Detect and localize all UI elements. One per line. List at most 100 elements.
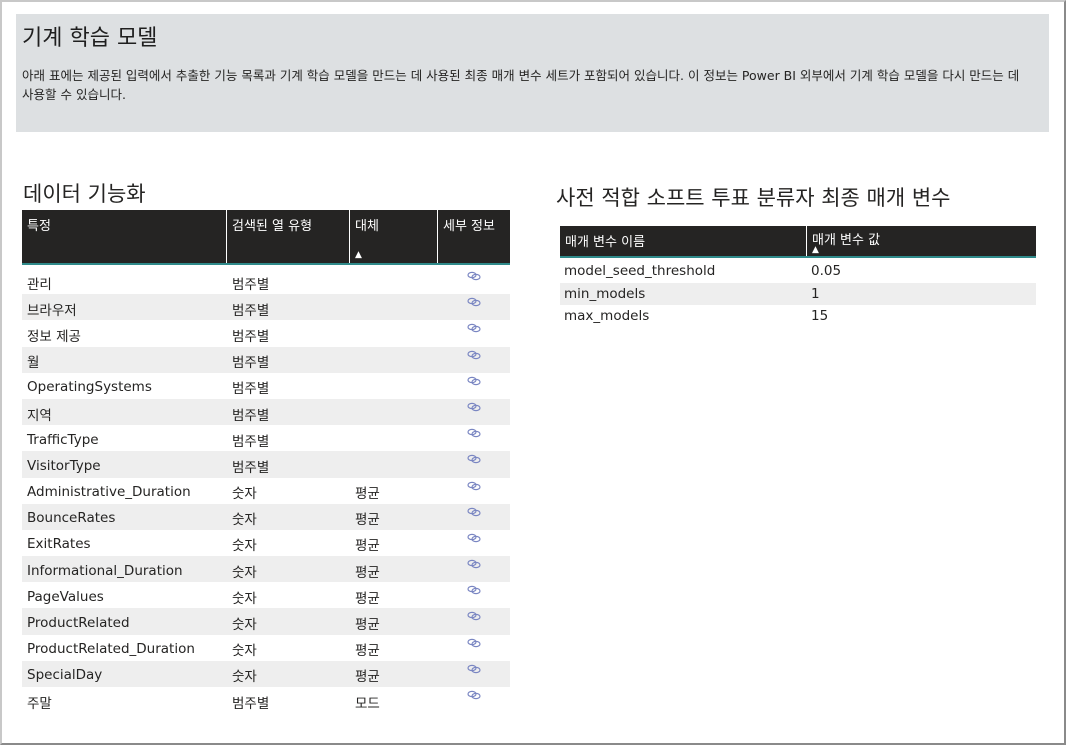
details-cell[interactable] — [438, 373, 510, 399]
link-icon[interactable] — [467, 611, 481, 621]
column-header-impute[interactable]: 대체 ▲ — [350, 210, 438, 263]
impute-cell: 평균 — [355, 486, 380, 503]
table-row: BounceRates 숫자 평균 — [22, 503, 510, 530]
page-title: 기계 학습 모델 — [22, 26, 158, 51]
impute-cell — [350, 451, 438, 477]
param-name-cell: model_seed_threshold — [564, 263, 716, 280]
details-cell[interactable] — [438, 425, 510, 451]
feature-name-cell: ExitRates — [27, 536, 91, 553]
featurization-table: 특정 검색된 열 유형 대체 ▲ 세부 정보 관리 범주별 브라우저 범주별 정보 제공 범… — [22, 210, 510, 713]
details-cell[interactable] — [438, 320, 510, 346]
details-cell[interactable] — [438, 268, 510, 294]
feature-name-cell: 관리 — [27, 276, 52, 293]
page-description: 아래 표에는 제공된 입력에서 추출한 기능 목록과 기계 학습 모델을 만드는… — [22, 68, 1020, 102]
link-icon[interactable] — [467, 481, 481, 491]
link-icon[interactable] — [467, 585, 481, 595]
table-row: 월 범주별 — [22, 346, 510, 373]
sort-ascending-icon: ▲ — [812, 245, 819, 255]
impute-cell — [350, 373, 438, 399]
details-cell[interactable] — [438, 504, 510, 530]
table-row: 지역 범주별 — [22, 398, 510, 426]
impute-cell: 모드 — [355, 695, 380, 712]
table-row: 관리 범주별 — [22, 268, 510, 294]
detected-type-cell: 범주별 — [232, 433, 270, 450]
details-cell[interactable] — [438, 347, 510, 373]
details-cell[interactable] — [438, 661, 510, 687]
detected-type-cell: 범주별 — [232, 302, 270, 319]
impute-cell: 평균 — [355, 590, 380, 607]
param-value-cell: 15 — [811, 308, 829, 325]
details-cell[interactable] — [438, 608, 510, 634]
featurization-table-body: 관리 범주별 브라우저 범주별 정보 제공 범주별 월 범주별 OperatingSystems… — [22, 268, 510, 713]
feature-name-cell: TrafficType — [27, 431, 99, 448]
column-header-feature[interactable]: 특정 — [22, 210, 227, 263]
table-row: ProductRelated 숫자 평균 — [22, 608, 510, 635]
link-icon[interactable] — [467, 559, 481, 569]
details-cell[interactable] — [438, 451, 510, 477]
params-table-header: 매개 변수 이름 매개 변수 값 ▲ — [560, 226, 1036, 258]
table-row: PageValues 숫자 평균 — [22, 582, 510, 608]
detected-type-cell: 범주별 — [232, 407, 270, 424]
column-header-detected-type[interactable]: 검색된 열 유형 — [227, 210, 350, 263]
link-icon[interactable] — [467, 507, 481, 517]
detected-type-cell: 숫자 — [232, 617, 257, 634]
table-row: Informational_Duration 숫자 평균 — [22, 556, 510, 583]
impute-cell — [350, 268, 438, 294]
column-header-details[interactable]: 세부 정보 — [443, 219, 495, 234]
param-name-cell: max_models — [564, 308, 650, 325]
table-row: min_models 1 — [560, 282, 1036, 305]
link-icon[interactable] — [467, 638, 481, 648]
impute-cell — [350, 320, 438, 346]
link-icon[interactable] — [467, 690, 481, 700]
link-icon[interactable] — [467, 271, 481, 281]
link-icon[interactable] — [467, 533, 481, 543]
detected-type-cell: 범주별 — [232, 381, 270, 398]
details-cell[interactable] — [438, 556, 510, 582]
link-icon[interactable] — [467, 297, 481, 307]
link-icon[interactable] — [467, 664, 481, 674]
details-cell[interactable] — [438, 687, 510, 713]
detected-type-cell: 숫자 — [232, 512, 257, 529]
link-icon[interactable] — [467, 454, 481, 464]
details-cell[interactable] — [438, 635, 510, 661]
feature-name-cell: PageValues — [27, 588, 104, 605]
params-table: 매개 변수 이름 매개 변수 값 ▲ model_seed_threshold 0.… — [560, 226, 1036, 328]
column-header-param-name[interactable]: 매개 변수 이름 — [560, 226, 807, 256]
sort-ascending-icon: ▲ — [355, 250, 362, 260]
impute-cell — [350, 399, 438, 425]
details-cell[interactable] — [438, 582, 510, 608]
feature-name-cell: 주말 — [27, 695, 52, 712]
table-row: 주말 범주별 모드 — [22, 687, 510, 713]
link-icon[interactable] — [467, 428, 481, 438]
link-icon[interactable] — [467, 376, 481, 386]
table-row: ExitRates 숫자 평균 — [22, 530, 510, 556]
detected-type-cell: 범주별 — [232, 328, 270, 345]
details-cell[interactable] — [438, 294, 510, 320]
feature-name-cell: ProductRelated — [27, 615, 130, 632]
table-row: model_seed_threshold 0.05 — [560, 260, 1036, 283]
feature-name-cell: Administrative_Duration — [27, 484, 191, 501]
feature-name-cell: 지역 — [27, 407, 52, 424]
detected-type-cell: 범주별 — [232, 355, 270, 372]
column-header-param-value[interactable]: 매개 변수 값 ▲ — [812, 233, 881, 255]
feature-name-cell: 월 — [27, 355, 40, 372]
table-row: Administrative_Duration 숫자 평균 — [22, 478, 510, 504]
details-cell[interactable] — [438, 399, 510, 425]
impute-cell: 평균 — [355, 512, 380, 529]
impute-cell: 평균 — [355, 669, 380, 686]
detected-type-cell: 숫자 — [232, 564, 257, 581]
params-table-body: model_seed_threshold 0.05 min_models 1 max_m… — [560, 260, 1036, 328]
table-row: 브라우저 범주별 — [22, 294, 510, 321]
details-cell[interactable] — [438, 530, 510, 556]
feature-name-cell: VisitorType — [27, 457, 101, 474]
header-panel: 기계 학습 모델 아래 표에는 제공된 입력에서 추출한 기능 목록과 기계 학… — [16, 14, 1049, 132]
impute-cell: 평균 — [355, 564, 380, 581]
link-icon[interactable] — [467, 350, 481, 360]
detected-type-cell: 숫자 — [232, 486, 257, 503]
table-row: ProductRelated_Duration 숫자 평균 — [22, 635, 510, 661]
table-row: max_models 15 — [560, 305, 1036, 328]
detected-type-cell: 숫자 — [232, 538, 257, 555]
link-icon[interactable] — [467, 402, 481, 412]
link-icon[interactable] — [467, 323, 481, 333]
details-cell[interactable] — [438, 478, 510, 504]
